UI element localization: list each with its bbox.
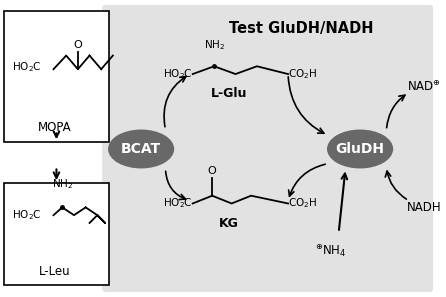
Text: O: O — [74, 40, 82, 50]
Text: NADH: NADH — [407, 201, 442, 214]
Text: KG: KG — [219, 217, 239, 230]
Text: NH$_2$: NH$_2$ — [52, 177, 73, 191]
Ellipse shape — [108, 129, 174, 168]
Text: O: O — [208, 166, 217, 176]
Text: CO$_2$H: CO$_2$H — [288, 67, 317, 81]
Text: MOPA: MOPA — [38, 121, 71, 134]
Text: GluDH: GluDH — [335, 142, 384, 156]
FancyBboxPatch shape — [102, 5, 433, 292]
Text: HO$_2$C: HO$_2$C — [164, 67, 193, 81]
Text: Test GluDH/NADH: Test GluDH/NADH — [229, 20, 374, 36]
Text: NH$_2$: NH$_2$ — [203, 38, 225, 52]
Text: $^{\oplus}$NH$_4$: $^{\oplus}$NH$_4$ — [315, 242, 347, 259]
Text: L-Leu: L-Leu — [39, 266, 70, 278]
Bar — [4, 183, 109, 285]
Text: BCAT: BCAT — [121, 142, 161, 156]
Text: L-Glu: L-Glu — [211, 87, 247, 100]
Text: CO$_2$H: CO$_2$H — [288, 197, 317, 210]
Bar — [4, 11, 109, 142]
Text: NAD$^{\oplus}$: NAD$^{\oplus}$ — [407, 80, 441, 94]
Text: HO$_2$C: HO$_2$C — [164, 197, 193, 210]
Text: HO$_2$C: HO$_2$C — [12, 208, 41, 222]
Text: HO$_2$C: HO$_2$C — [12, 60, 41, 74]
Ellipse shape — [327, 129, 393, 168]
